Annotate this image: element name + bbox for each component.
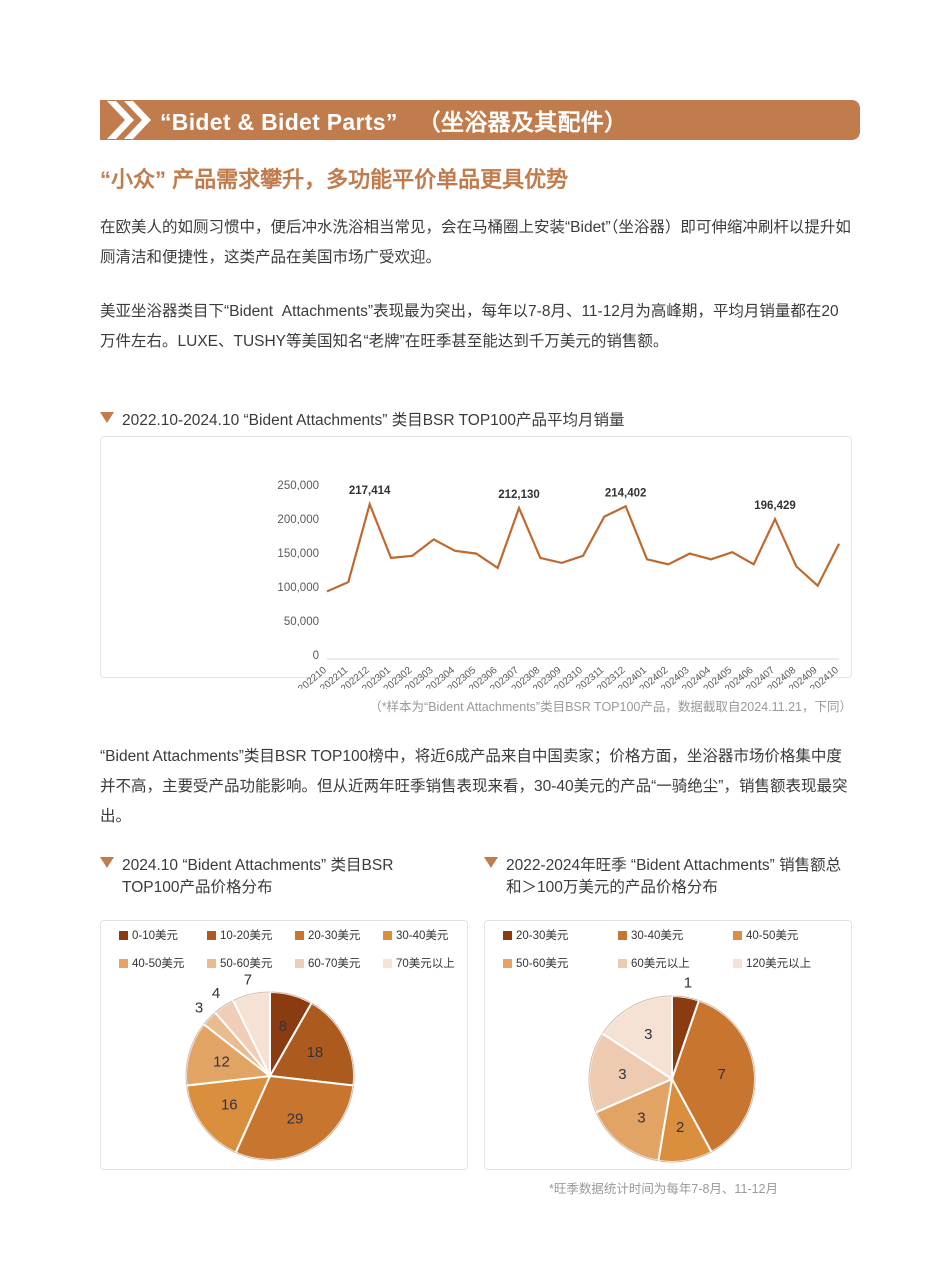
- svg-text:3: 3: [644, 1026, 652, 1043]
- svg-text:40-50美元: 40-50美元: [746, 928, 799, 942]
- svg-text:20-30美元: 20-30美元: [516, 928, 569, 942]
- svg-text:16: 16: [221, 1097, 238, 1114]
- svg-text:4: 4: [212, 985, 220, 1002]
- svg-text:200,000: 200,000: [277, 514, 319, 526]
- svg-text:7: 7: [244, 971, 252, 988]
- svg-text:20-30美元: 20-30美元: [308, 928, 361, 942]
- svg-text:214,402: 214,402: [605, 487, 647, 499]
- svg-text:12: 12: [213, 1053, 230, 1070]
- svg-text:30-40美元: 30-40美元: [631, 928, 684, 942]
- svg-text:0-10美元: 0-10美元: [132, 928, 179, 942]
- svg-text:217,414: 217,414: [349, 485, 391, 497]
- svg-text:100,000: 100,000: [277, 582, 319, 594]
- svg-text:250,000: 250,000: [277, 480, 319, 492]
- svg-text:10-20美元: 10-20美元: [220, 928, 273, 942]
- svg-text:2: 2: [676, 1119, 684, 1136]
- svg-text:7: 7: [717, 1066, 725, 1083]
- svg-text:50-60美元: 50-60美元: [220, 956, 273, 970]
- svg-text:40-50美元: 40-50美元: [132, 956, 185, 970]
- svg-text:29: 29: [287, 1111, 304, 1128]
- svg-text:70美元以上: 70美元以上: [396, 956, 455, 970]
- svg-text:150,000: 150,000: [277, 548, 319, 560]
- svg-text:120美元以上: 120美元以上: [746, 956, 811, 970]
- svg-text:18: 18: [307, 1044, 324, 1061]
- svg-text:30-40美元: 30-40美元: [396, 928, 449, 942]
- svg-text:60美元以上: 60美元以上: [631, 956, 690, 970]
- svg-text:212,130: 212,130: [498, 489, 540, 501]
- svg-text:3: 3: [618, 1066, 626, 1083]
- svg-text:8: 8: [279, 1018, 287, 1035]
- svg-text:50,000: 50,000: [284, 616, 319, 628]
- svg-text:50-60美元: 50-60美元: [516, 956, 569, 970]
- svg-text:60-70美元: 60-70美元: [308, 956, 361, 970]
- svg-text:1: 1: [684, 974, 692, 991]
- svg-text:0: 0: [313, 650, 319, 662]
- svg-text:196,429: 196,429: [754, 500, 796, 512]
- svg-text:3: 3: [637, 1109, 645, 1126]
- svg-text:3: 3: [195, 999, 203, 1016]
